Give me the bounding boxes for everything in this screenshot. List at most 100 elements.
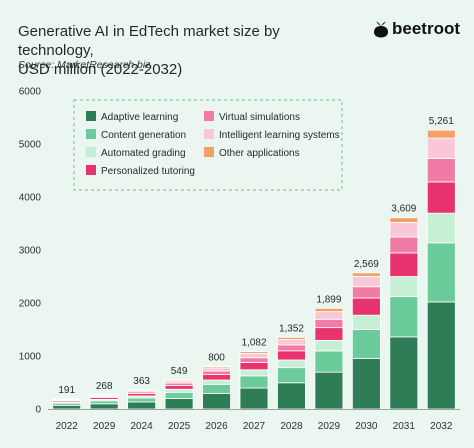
bar-segment-8-0 — [351, 357, 381, 410]
legend: Adaptive learning Content generation Autom… — [73, 99, 343, 191]
legend-label-5: Intelligent learning systems — [219, 130, 340, 141]
bar-segment-0-0 — [52, 404, 82, 410]
bar-segment-10-4 — [426, 158, 456, 183]
x-tick-label-6: 2028 — [280, 421, 303, 432]
x-tick-label-1: 2029 — [93, 421, 116, 432]
bar-segment-3-2 — [164, 388, 194, 393]
bar-segment-5-1 — [239, 375, 269, 389]
total-label-2: 363 — [133, 376, 150, 387]
bar-stack-4: 800 — [202, 353, 231, 410]
bar-segment-2-0 — [127, 401, 157, 410]
bar-segment-10-2 — [426, 212, 456, 244]
bar-segment-8-3 — [351, 297, 381, 316]
legend-item-3: Personalized tutoring — [86, 165, 195, 177]
legend-frame — [73, 99, 343, 191]
chart-title-line-2: USD million (2022-2032) — [18, 61, 183, 78]
bar-segment-9-6 — [389, 217, 419, 223]
total-label-7: 1,899 — [316, 294, 341, 305]
legend-label-2: Automated grading — [101, 148, 186, 159]
bar-segment-9-0 — [389, 336, 419, 410]
bars: 191 268 363 549 800 1,082 1,352 1,899 2,569 3,609… — [52, 116, 456, 410]
bar-stack-6: 1,352 — [277, 323, 306, 410]
bar-segment-4-6 — [202, 366, 231, 369]
bar-segment-8-5 — [351, 275, 381, 288]
bar-segment-5-5 — [239, 353, 269, 359]
legend-item-4: Virtual simulations — [204, 111, 300, 123]
x-tick-label-8: 2030 — [355, 421, 378, 432]
bar-segment-4-3 — [202, 374, 231, 381]
bar-segment-9-4 — [389, 236, 419, 254]
bar-segment-4-0 — [202, 393, 231, 410]
bar-segment-9-3 — [389, 252, 419, 277]
bar-segment-7-0 — [314, 371, 344, 410]
x-tick-label-7: 2029 — [318, 421, 341, 432]
bar-segment-6-2 — [277, 359, 306, 369]
bar-segment-6-1 — [277, 367, 306, 384]
legend-swatch-5 — [204, 129, 214, 139]
brand-name: beetroot — [392, 19, 460, 38]
bar-segment-8-2 — [351, 314, 381, 330]
bar-stack-5: 1,082 — [239, 338, 269, 410]
bar-segment-5-3 — [239, 362, 269, 371]
bar-segment-9-5 — [389, 222, 419, 238]
bar-segment-6-5 — [277, 339, 306, 346]
total-label-0: 191 — [58, 385, 75, 396]
bar-segment-6-3 — [277, 350, 306, 361]
bar-segment-7-6 — [314, 307, 344, 313]
legend-item-5: Intelligent learning systems — [204, 129, 340, 141]
bar-segment-5-6 — [239, 351, 269, 354]
bar-segment-4-5 — [202, 367, 231, 372]
x-tick-label-10: 2032 — [430, 421, 453, 432]
x-tick-label-9: 2031 — [393, 421, 416, 432]
bar-segment-7-3 — [314, 327, 344, 341]
legend-swatch-3 — [86, 165, 96, 175]
legend-swatch-4 — [204, 111, 214, 121]
x-tick-label-5: 2027 — [243, 421, 266, 432]
bar-segment-6-6 — [277, 336, 306, 340]
bar-segment-4-1 — [202, 384, 231, 394]
chart-source: Source: MarketResearch.biz — [18, 59, 151, 71]
bar-segment-8-1 — [351, 329, 381, 359]
total-label-9: 3,609 — [391, 204, 416, 215]
legend-swatch-2 — [86, 147, 96, 157]
bar-stack-8: 2,569 — [351, 259, 381, 410]
legend-label-6: Other applications — [219, 148, 300, 159]
chart-title-line-1: Generative AI in EdTech market size by t… — [18, 23, 280, 59]
beetroot-logo-icon — [374, 21, 388, 38]
bar-segment-8-4 — [351, 286, 381, 299]
total-label-3: 549 — [171, 366, 188, 377]
bar-segment-5-4 — [239, 357, 269, 363]
x-tick-label-3: 2025 — [168, 421, 191, 432]
bar-stack-10: 5,261 — [426, 116, 456, 410]
bar-segment-3-1 — [164, 391, 194, 399]
total-label-10: 5,261 — [429, 116, 454, 127]
bar-segment-2-6 — [127, 389, 157, 391]
legend-label-3: Personalized tutoring — [101, 166, 195, 177]
legend-label-4: Virtual simulations — [219, 112, 300, 123]
bar-segment-6-0 — [277, 382, 306, 410]
bar-segment-10-6 — [426, 129, 456, 139]
legend-swatch-0 — [86, 111, 96, 121]
bar-segment-3-0 — [164, 397, 194, 410]
bar-segment-10-1 — [426, 242, 456, 303]
legend-item-1: Content generation — [86, 129, 186, 141]
legend-swatch-6 — [204, 147, 214, 157]
total-label-4: 800 — [208, 353, 225, 364]
bar-segment-0-6 — [52, 398, 82, 400]
y-tick-label-1000: 1000 — [19, 352, 42, 363]
bar-segment-1-1 — [89, 400, 119, 405]
y-axis: 0 1000 2000 3000 4000 5000 6000 — [19, 87, 42, 416]
bar-segment-10-0 — [426, 301, 456, 410]
bar-segment-7-5 — [314, 311, 344, 320]
total-label-5: 1,082 — [241, 338, 266, 349]
y-tick-label-5000: 5000 — [19, 140, 42, 151]
bar-segment-5-0 — [239, 387, 269, 410]
y-tick-label-0: 0 — [35, 405, 41, 416]
bar-segment-4-4 — [202, 370, 231, 376]
bar-segment-4-2 — [202, 379, 231, 385]
y-tick-label-6000: 6000 — [19, 87, 42, 98]
legend-item-0: Adaptive learning — [86, 111, 178, 123]
legend-item-6: Other applications — [204, 147, 300, 159]
bar-stack-1: 268 — [89, 381, 119, 410]
